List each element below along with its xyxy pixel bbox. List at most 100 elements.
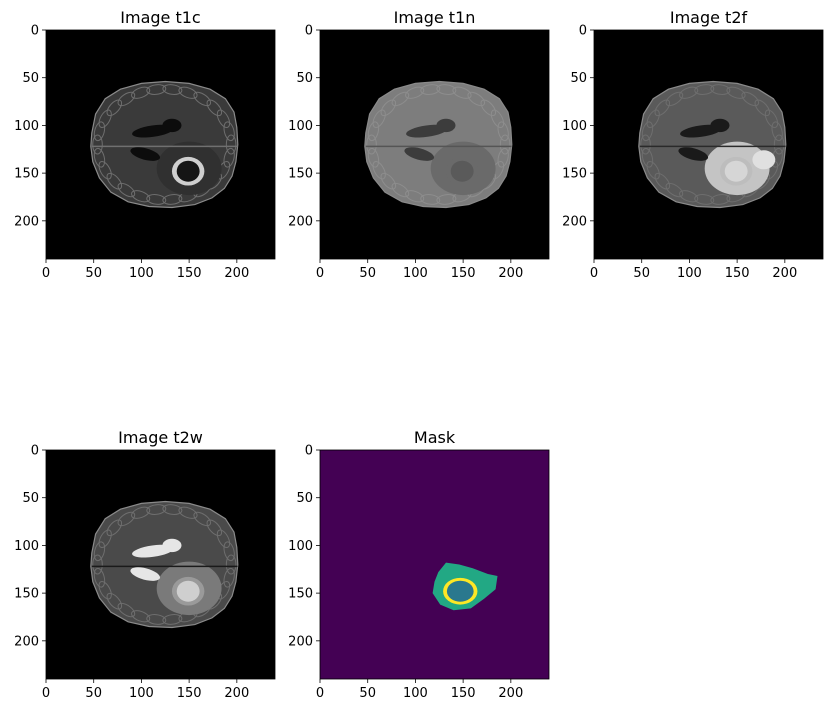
mask-necrotic-core	[446, 580, 474, 602]
gyrus-fold	[225, 554, 237, 575]
y-tick-label: 0	[579, 24, 587, 39]
y-tick-label: 0	[31, 444, 39, 459]
gyrus-fold	[106, 592, 123, 610]
y-tick-label: 200	[14, 214, 39, 229]
y-tick-label: 150	[14, 167, 39, 182]
gyrus-fold	[131, 610, 151, 623]
tumor-core	[450, 160, 474, 182]
gyrus-fold	[366, 134, 377, 155]
y-tick-label: 50	[22, 491, 39, 506]
x-tick-label: 200	[772, 266, 797, 278]
gyrus-fold	[480, 99, 497, 117]
image-axes-mask: 0 50 100 150 200 0 50 100 150 200	[288, 444, 550, 698]
gyrus-fold	[216, 529, 231, 549]
tumor-core	[724, 160, 748, 182]
brain-scan	[90, 500, 239, 629]
brain-interior	[91, 84, 238, 205]
gyrus-fold	[93, 121, 106, 142]
y-tick-label: 150	[288, 167, 313, 182]
gyrus-fold	[436, 194, 457, 205]
y-tick-label: 200	[14, 634, 39, 649]
y-tick-label: 0	[305, 24, 313, 39]
y-tick-label: 100	[562, 119, 587, 134]
gyrus-fold	[679, 86, 699, 99]
ventricle	[130, 147, 161, 161]
gyrus-fold	[641, 147, 654, 168]
gyrus-fold	[665, 91, 684, 107]
brain-interior	[365, 84, 512, 205]
panel-title: Image t1c	[120, 8, 201, 27]
gyrus-fold	[216, 109, 231, 129]
axes-frame	[45, 29, 276, 260]
gyrus-fold	[93, 541, 106, 562]
gyrus-fold	[490, 109, 505, 129]
y-tick-label: 100	[14, 539, 39, 554]
y-tick-label: 100	[288, 119, 313, 134]
hyperintense-region	[752, 150, 776, 170]
x-tick-label: 150	[451, 266, 476, 278]
axes: 0 50 100 150 200 0 50 100 150 200	[562, 24, 824, 278]
ventricle	[436, 118, 456, 133]
axes: 0 50 100 150 200 0 50 100 150 200	[14, 24, 276, 278]
gyrus-fold	[98, 580, 112, 600]
brain-interior	[91, 504, 238, 625]
x-tick-label: 0	[316, 686, 324, 698]
x-tick-label: 50	[359, 266, 376, 278]
x-tick-label: 50	[85, 266, 102, 278]
gyrus-fold	[225, 134, 237, 155]
brain-outline	[638, 80, 787, 209]
panel-mask: Mask 0 50 100 150 200 0 50 100 150 200	[274, 428, 594, 698]
gyrus-fold	[93, 567, 106, 588]
y-tick-label: 200	[288, 634, 313, 649]
y-tick-label: 0	[305, 444, 313, 459]
gyrus-fold	[391, 182, 410, 198]
gyrus-fold	[654, 99, 671, 117]
brain-outline	[90, 80, 239, 209]
axes-frame	[45, 449, 276, 680]
ventricle	[678, 147, 709, 161]
gyrus-fold	[710, 84, 731, 95]
y-tick-label: 50	[570, 71, 587, 86]
x-tick-label: 200	[498, 686, 523, 698]
gyrus-fold	[665, 182, 684, 198]
panel-t2w: Image t2w 0 50 100 150 200 0 50 100 150 200	[0, 428, 320, 698]
ventricle	[404, 147, 435, 161]
gyrus-fold	[764, 109, 779, 129]
gyrus-fold	[92, 134, 103, 155]
gyrus-fold	[146, 504, 167, 515]
gyrus-fold	[146, 194, 167, 205]
gyrus-fold	[117, 602, 136, 618]
x-tick-label: 0	[590, 266, 598, 278]
gyrus-fold	[117, 91, 136, 107]
x-tick-label: 100	[129, 266, 154, 278]
axes: 0 50 100 150 200 0 50 100 150 200	[288, 444, 550, 698]
ventricle	[130, 567, 161, 581]
gyrus-fold	[106, 519, 123, 537]
gyrus-fold	[420, 194, 441, 205]
gyrus-fold	[206, 519, 223, 537]
gyrus-fold	[679, 190, 699, 203]
gyrus-fold	[146, 614, 167, 625]
gyrus-fold	[117, 511, 136, 527]
gyrus-fold	[178, 86, 198, 99]
x-tick-label: 0	[316, 266, 324, 278]
gyrus-fold	[420, 84, 441, 95]
image-axes-t2f: 0 50 100 150 200 0 50 100 150 200	[562, 24, 824, 278]
gyrus-fold	[178, 506, 198, 519]
gyrus-fold	[367, 121, 380, 142]
x-tick-label: 200	[224, 266, 249, 278]
gyrus-fold	[206, 99, 223, 117]
x-tick-label: 100	[403, 266, 428, 278]
image-axes-t2w: 0 50 100 150 200 0 50 100 150 200	[14, 444, 276, 698]
gyrus-fold	[223, 567, 235, 588]
x-tick-label: 150	[177, 266, 202, 278]
x-tick-label: 50	[85, 686, 102, 698]
panel-title: Mask	[413, 428, 456, 447]
gyrus-fold	[640, 134, 651, 155]
brain-outline	[90, 500, 239, 629]
gyrus-fold	[98, 160, 112, 180]
gyrus-fold	[162, 614, 183, 625]
gyrus-fold	[223, 121, 235, 142]
gyrus-fold	[694, 84, 715, 95]
gyrus-fold	[193, 511, 212, 527]
